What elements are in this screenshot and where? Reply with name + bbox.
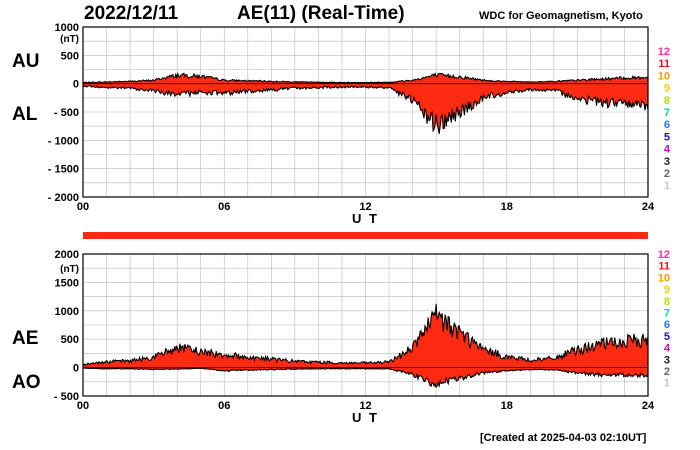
x-tick-label: 18 bbox=[501, 201, 513, 213]
ae-series-label: AE bbox=[12, 328, 39, 349]
x-tick-label: 06 bbox=[218, 400, 230, 412]
station-legend-label: 10 bbox=[658, 272, 670, 284]
y-tick-label: - 1500 bbox=[48, 164, 79, 176]
station-legend-label: 12 bbox=[658, 46, 670, 58]
al-series-line bbox=[82, 85, 649, 134]
au-al-panel: 1000 500 0 - 500 - 1000 - 1500 - 2000 (nT) 00 06 1… bbox=[48, 22, 671, 226]
station-legend-label: 1 bbox=[664, 378, 670, 390]
station-legend-label: 7 bbox=[664, 107, 670, 119]
station-legend-label: 9 bbox=[664, 284, 670, 296]
station-legend-label: 2 bbox=[664, 168, 670, 180]
x-tick-label: 18 bbox=[501, 400, 513, 412]
au-series-line bbox=[83, 71, 649, 84]
y-tick-label: 0 bbox=[73, 363, 79, 375]
station-legend-label: 2 bbox=[664, 366, 670, 378]
x-axis-label: U T bbox=[352, 410, 379, 425]
y-tick-label: 500 bbox=[61, 334, 79, 346]
y-tick-label: 500 bbox=[61, 50, 79, 62]
plot-frame bbox=[82, 253, 649, 397]
date-title: 2022/12/11 bbox=[84, 3, 179, 24]
ao-series-label: AO bbox=[12, 372, 41, 393]
station-legend-label: 5 bbox=[664, 331, 670, 343]
x-tick-label: 12 bbox=[359, 201, 371, 213]
station-legend-label: 11 bbox=[658, 261, 670, 273]
y-tick-label: - 500 bbox=[54, 391, 79, 403]
y-tick-label: - 2000 bbox=[48, 192, 79, 204]
y-tick-label: 1500 bbox=[55, 277, 79, 289]
station-legend-label: 4 bbox=[664, 343, 671, 355]
station-legend-label: 7 bbox=[664, 308, 670, 320]
station-legend-label: 5 bbox=[664, 131, 670, 143]
created-timestamp: [Created at 2025-04-03 02:10UT] bbox=[480, 432, 647, 444]
station-legend-label: 8 bbox=[664, 296, 670, 308]
station-legend-label: 10 bbox=[658, 70, 670, 82]
y-tick-label: - 500 bbox=[54, 107, 79, 119]
y-tick-label: 1000 bbox=[55, 22, 79, 34]
y-tick-label: 0 bbox=[73, 79, 79, 91]
y-tick-label: 1000 bbox=[55, 306, 79, 318]
source-label: WDC for Geomagnetism, Kyoto bbox=[479, 10, 643, 22]
y-unit-label: (nT) bbox=[60, 34, 79, 45]
ao-series-line bbox=[82, 367, 649, 389]
x-tick-label: 24 bbox=[642, 400, 655, 412]
x-tick-label: 00 bbox=[77, 400, 89, 412]
station-legend-label: 12 bbox=[658, 249, 670, 261]
plot-frame bbox=[82, 26, 649, 198]
station-legend-label: 6 bbox=[664, 119, 670, 131]
au-series-label: AU bbox=[12, 51, 40, 72]
station-legend-label: 1 bbox=[664, 180, 670, 192]
x-tick-label: 24 bbox=[642, 201, 655, 213]
y-tick-label: - 1000 bbox=[48, 135, 79, 147]
station-legend-label: 11 bbox=[658, 58, 670, 70]
station-legend-label: 9 bbox=[664, 83, 670, 95]
station-legend-label: 3 bbox=[664, 156, 670, 168]
station-legend-label: 3 bbox=[664, 354, 670, 366]
station-coverage-bar bbox=[83, 232, 648, 239]
x-tick-label: 06 bbox=[218, 201, 230, 213]
x-tick-label: 12 bbox=[359, 400, 371, 412]
station-legend-label: 6 bbox=[664, 319, 670, 331]
station-legend-label: 8 bbox=[664, 95, 670, 107]
y-unit-label: (nT) bbox=[60, 264, 79, 275]
y-tick-label: 2000 bbox=[55, 249, 79, 261]
station-legend-label: 4 bbox=[664, 144, 671, 156]
x-tick-label: 00 bbox=[77, 201, 89, 213]
x-axis-label: U T bbox=[352, 211, 379, 226]
ae-series-line bbox=[82, 303, 649, 366]
index-title: AE(11) (Real-Time) bbox=[237, 3, 405, 24]
al-series-label: AL bbox=[12, 104, 38, 125]
